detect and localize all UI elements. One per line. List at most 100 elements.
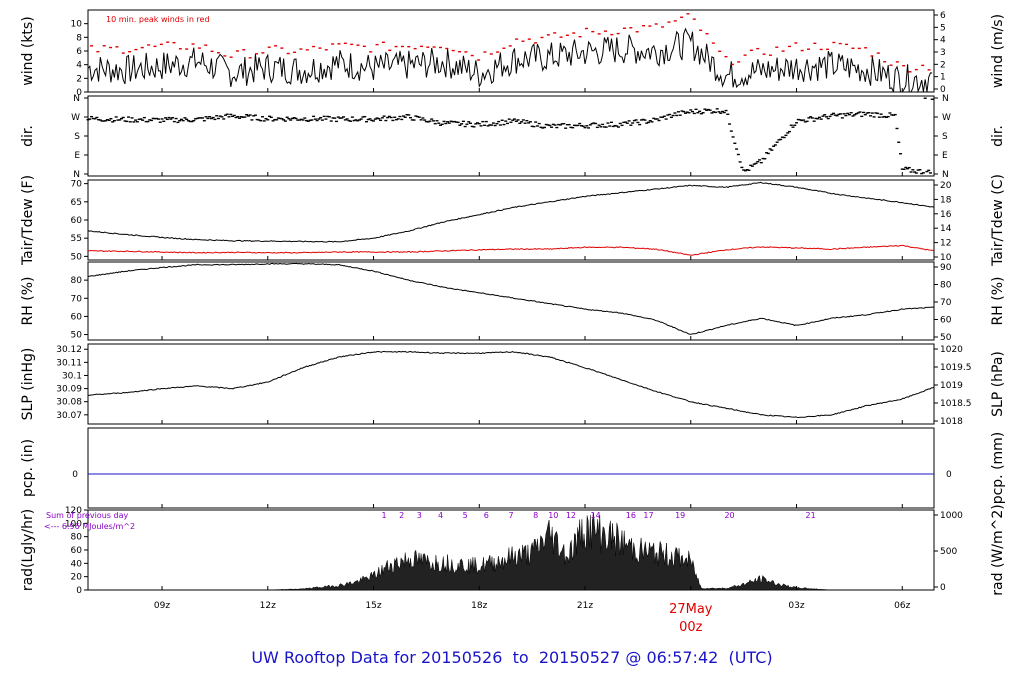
left-tick-label-rad: 20 xyxy=(71,573,83,583)
right-tick-label-dir: N xyxy=(942,94,949,104)
right-tick-label-rh: 50 xyxy=(940,333,952,343)
title-at: @ xyxy=(625,648,642,667)
right-axis-title-rh: RH (%) xyxy=(990,277,1006,326)
solar-hour-marker: 1 xyxy=(382,511,387,520)
left-tick-label-rad: 120 xyxy=(65,506,82,516)
solar-hour-marker: 8 xyxy=(533,511,538,520)
solar-hour-marker: 10 xyxy=(548,511,558,520)
left-tick-label-rad: 40 xyxy=(71,559,83,569)
left-tick-label-rad: 80 xyxy=(71,533,83,543)
right-tick-label-slp: 1018.5 xyxy=(940,399,972,409)
series-radiation xyxy=(267,512,832,591)
left-tick-label-rh: 80 xyxy=(71,276,83,286)
left-tick-label-temp: 70 xyxy=(71,180,83,190)
left-tick-label-temp: 65 xyxy=(71,198,82,208)
left-tick-label-wind: 2 xyxy=(76,74,82,84)
right-tick-label-wind: 3 xyxy=(940,48,946,58)
left-tick-label-slp: 30.1 xyxy=(62,371,82,381)
left-tick-label-wind: 8 xyxy=(76,33,82,43)
right-tick-label-temp: 18 xyxy=(940,195,952,205)
right-tick-label-slp: 1018 xyxy=(940,417,963,427)
solar-hour-marker: 12 xyxy=(566,511,576,520)
left-tick-label-slp: 30.07 xyxy=(56,411,82,421)
right-tick-label-wind: 6 xyxy=(940,11,946,21)
left-tick-label-rad: 0 xyxy=(76,586,82,596)
series-slp xyxy=(87,350,935,419)
solar-hour-marker: 7 xyxy=(508,511,513,520)
right-tick-label-rh: 60 xyxy=(940,316,952,326)
x-tick-label: 12z xyxy=(260,601,276,611)
left-tick-label-dir: N xyxy=(73,94,80,104)
panel-frame-temp xyxy=(87,179,935,261)
title-start-date: 20150526 xyxy=(420,648,503,667)
series-tdew xyxy=(87,244,935,256)
right-axis-title-slp: SLP (hPa) xyxy=(990,351,1006,417)
right-tick-label-dir: S xyxy=(942,132,948,142)
left-tick-label-temp: 60 xyxy=(71,216,83,226)
chart-title: UW Rooftop Data for 20150526 to 20150527… xyxy=(0,648,1024,667)
left-axis-title-pcp: pcp. (in) xyxy=(20,439,36,497)
left-tick-label-wind: 6 xyxy=(76,47,82,57)
right-tick-label-temp: 10 xyxy=(940,253,952,263)
right-tick-label-temp: 16 xyxy=(940,210,952,220)
left-tick-label-temp: 50 xyxy=(71,252,83,262)
right-axis-title-pcp: pcp. (mm) xyxy=(990,432,1006,505)
left-tick-label-temp: 55 xyxy=(71,234,82,244)
x-tick-label: 03z xyxy=(788,601,804,611)
solar-hour-marker: 5 xyxy=(463,511,468,520)
left-tick-label-wind: 4 xyxy=(76,61,82,71)
solar-hour-marker: 4 xyxy=(438,511,443,520)
peak-winds-note: 10 min. peak winds in red xyxy=(106,15,210,24)
series-lines xyxy=(86,13,935,591)
left-tick-label-dir: E xyxy=(74,151,80,161)
left-tick-label-slp: 30.09 xyxy=(56,385,82,395)
right-tick-label-slp: 1020 xyxy=(940,345,963,355)
right-tick-label-rad: 1000 xyxy=(940,511,963,521)
title-tz: (UTC) xyxy=(728,648,773,667)
pcp-right-zero: 0 xyxy=(946,470,952,480)
left-tick-label-slp: 30.11 xyxy=(56,358,82,368)
x-tick-label: 06z xyxy=(894,601,910,611)
panel-frame-wind xyxy=(87,9,935,93)
right-tick-label-wind: 4 xyxy=(940,36,946,46)
panel-frame-rh xyxy=(87,261,935,341)
panel-frame-pcp xyxy=(87,427,935,509)
left-axis-title-dir: dir. xyxy=(20,125,36,147)
left-axis-title-slp: SLP (inHg) xyxy=(20,348,36,421)
left-tick-label-dir: S xyxy=(74,132,80,142)
right-tick-label-dir: E xyxy=(942,151,948,161)
series-tair xyxy=(87,181,935,243)
left-axis-title-wind: wind (kts) xyxy=(20,16,36,85)
right-axis-title-wind: wind (m/s) xyxy=(990,14,1006,88)
series-wind xyxy=(87,27,933,94)
left-tick-label-rh: 70 xyxy=(71,294,83,304)
solar-hour-marker: 19 xyxy=(675,511,685,520)
title-end-date: 20150527 xyxy=(538,648,621,667)
right-tick-label-temp: 14 xyxy=(940,224,952,234)
left-tick-label-dir: N xyxy=(73,170,80,180)
left-axis-title-temp: Tair/Tdew (F) xyxy=(20,175,36,266)
title-time: 06:57:42 xyxy=(646,648,719,667)
right-tick-label-temp: 20 xyxy=(940,181,952,191)
right-tick-label-slp: 1019 xyxy=(940,381,963,391)
right-tick-label-rh: 70 xyxy=(940,298,952,308)
x-tick-label: 21z xyxy=(577,601,593,611)
sum-previous-day-label: Sum of previous day xyxy=(46,511,128,520)
right-tick-label-wind: 2 xyxy=(940,60,946,70)
right-tick-label-wind: 0 xyxy=(940,85,946,95)
panel-frame-dir xyxy=(87,95,935,177)
left-tick-label-wind: 0 xyxy=(76,88,82,98)
solar-hour-marker: 3 xyxy=(417,511,422,520)
left-tick-label-rh: 60 xyxy=(71,312,83,322)
title-to: to xyxy=(512,648,529,667)
right-axis-title-rad: rad (W/m^2) xyxy=(990,504,1006,595)
x-midnight-label: 00z xyxy=(679,620,703,635)
panel-frames xyxy=(87,9,935,591)
right-axis-title-dir: dir. xyxy=(990,125,1006,147)
solar-hour-marker: 17 xyxy=(643,511,653,520)
left-tick-label-rh: 50 xyxy=(71,331,83,341)
left-axis-title-rad: rad(Lgly/hr) xyxy=(20,509,36,591)
axis-titles: wind (kts) wind (m/s) 10 min. peak winds i… xyxy=(20,14,1006,596)
right-tick-label-wind: 1 xyxy=(940,73,946,83)
